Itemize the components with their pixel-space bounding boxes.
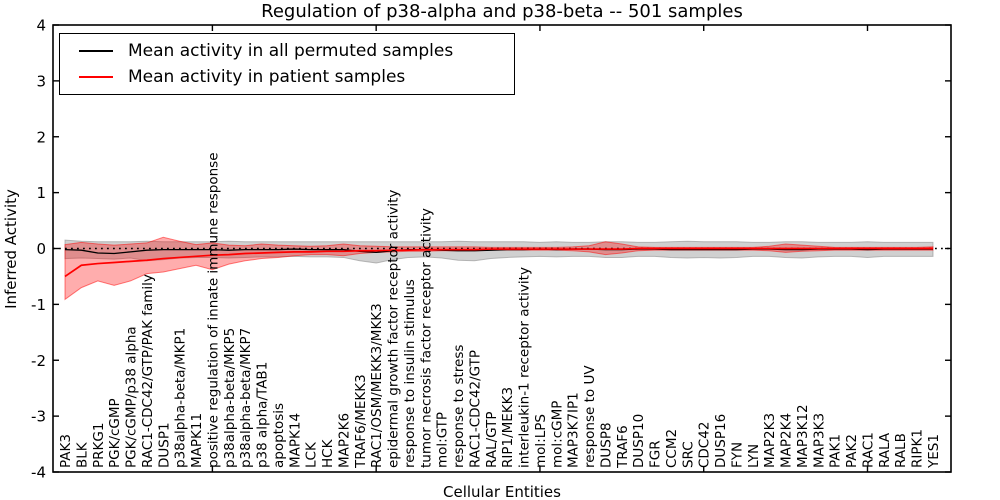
x-category-label: FYN xyxy=(729,442,745,468)
x-category-label: MAP2K6 xyxy=(336,413,352,468)
x-category-label: MAP2K4 xyxy=(779,413,795,468)
x-category-label: PGK/cGMP xyxy=(107,398,123,468)
legend: Mean activity in all permuted samples Me… xyxy=(59,33,515,95)
x-category-label: RIPK1 xyxy=(910,429,926,468)
x-category-label: MAP3K3 xyxy=(811,413,827,468)
x-category-label: HCK xyxy=(320,438,336,468)
chart-title: Regulation of p38-alpha and p38-beta -- … xyxy=(261,1,743,22)
x-category-label: TRAF6 xyxy=(615,425,631,469)
x-category-label: PAK3 xyxy=(58,434,74,468)
y-tick-label: -3 xyxy=(31,408,46,426)
x-category-label: p38alpha-beta/MKP1 xyxy=(173,328,189,468)
x-category-label: BLK xyxy=(74,441,90,468)
legend-item-patient: Mean activity in patient samples xyxy=(60,68,514,87)
y-tick-label: 0 xyxy=(36,240,46,258)
y-tick-label: 3 xyxy=(36,72,46,90)
x-category-label: RAC1-CDC42/GTP xyxy=(467,350,483,468)
x-category-label: RALB xyxy=(893,433,909,468)
x-category-label: MAPK11 xyxy=(189,413,205,468)
x-category-label: MAP2K3 xyxy=(762,413,778,468)
x-category-label: DUSP8 xyxy=(598,422,614,468)
x-category-label: interleukin-1 receptor activity xyxy=(517,267,533,468)
y-tick-label: 1 xyxy=(36,184,46,202)
x-category-label: SRC xyxy=(680,441,696,468)
x-category-label: MAPK14 xyxy=(287,413,303,468)
legend-label-permuted: Mean activity in all permuted samples xyxy=(128,40,454,61)
legend-item-permuted: Mean activity in all permuted samples xyxy=(60,40,514,61)
x-category-label: RIP1/MEKK3 xyxy=(500,387,516,468)
x-category-label: RALA xyxy=(877,432,893,468)
x-category-label: MAP3K7IP1 xyxy=(566,392,582,468)
x-category-label: CCM2 xyxy=(664,429,680,468)
x-category-label: response to UV xyxy=(582,365,598,468)
x-category-label: CDC42 xyxy=(697,422,713,468)
y-tick-label: -1 xyxy=(31,296,46,314)
x-category-label: p38alpha-beta/MKP5 xyxy=(222,328,238,468)
x-category-label: DUSP10 xyxy=(631,414,647,468)
x-category-label: DUSP16 xyxy=(713,414,729,468)
red-line-icon xyxy=(79,76,113,79)
y-axis-label: Inferred Activity xyxy=(2,189,20,309)
band-permuted xyxy=(64,239,934,264)
x-category-label: PAK2 xyxy=(844,434,860,468)
x-category-label: mol:LPS xyxy=(533,414,549,468)
y-tick-label: 2 xyxy=(36,128,46,146)
x-category-label: tumor necrosis factor receptor activity xyxy=(418,208,434,468)
x-category-label: mol:cGMP xyxy=(549,401,565,468)
x-category-label: LCK xyxy=(304,441,320,468)
x-category-label: MAP3K12 xyxy=(795,404,811,468)
x-category-label: PRKG1 xyxy=(91,423,107,468)
y-tick-label: 4 xyxy=(36,17,46,35)
x-category-label: p38 alpha/TAB1 xyxy=(255,362,271,468)
legend-label-patient: Mean activity in patient samples xyxy=(128,66,406,87)
x-axis-label: Cellular Entities xyxy=(443,483,561,500)
x-category-label: RAC1 xyxy=(860,432,876,468)
x-category-label: positive regulation of innate immune res… xyxy=(205,152,221,468)
x-category-label: response to insulin stimulus xyxy=(402,279,418,468)
x-category-label: FGR xyxy=(648,440,664,468)
x-category-label: p38alpha-beta/MKP7 xyxy=(238,328,254,468)
x-category-label: TRAF6/MEKK3 xyxy=(353,374,369,469)
x-category-label: PAK1 xyxy=(828,434,844,468)
patient-mean-line xyxy=(64,247,933,278)
x-category-label: RAL/GTP xyxy=(484,411,500,468)
x-category-label: response to stress xyxy=(451,345,467,468)
x-category-label: mol:GTP xyxy=(435,412,451,468)
x-category-label: RAC1/OSM/MEKK3/MKK3 xyxy=(369,303,385,468)
x-category-label: RAC1-CDC42/GTP/PAK family xyxy=(140,274,156,468)
x-category-label: LYN xyxy=(746,444,762,468)
x-category-label: YES1 xyxy=(926,434,942,469)
black-line-icon xyxy=(79,49,113,52)
x-category-label: PGK/cGMP/p38 alpha xyxy=(124,326,140,468)
y-tick-label: -4 xyxy=(31,464,46,482)
y-tick-label: -2 xyxy=(31,352,46,370)
x-category-label: DUSP1 xyxy=(156,422,172,468)
x-category-label: apoptosis xyxy=(271,403,287,468)
x-category-label: epidermal growth factor receptor activit… xyxy=(386,190,402,468)
